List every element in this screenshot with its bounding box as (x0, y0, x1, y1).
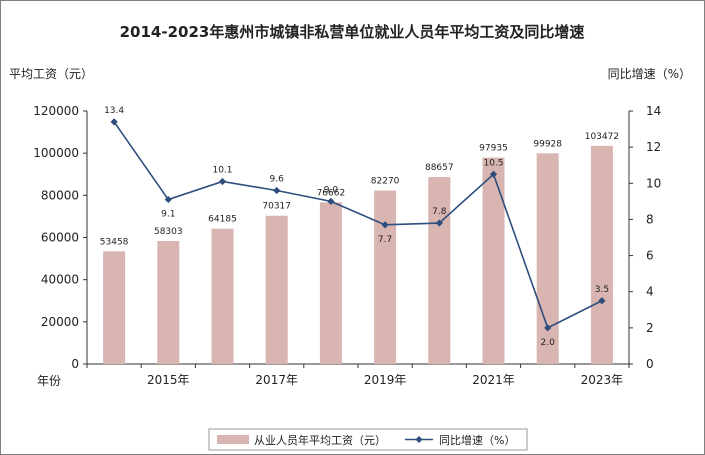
right-tick-label: 12 (646, 140, 661, 154)
right-tick-label: 14 (646, 104, 661, 118)
bar (103, 251, 126, 364)
chart-title: 2014-2023年惠州市城镇非私营单位就业人员年平均工资及同比增速 (120, 23, 585, 41)
bar (590, 145, 613, 364)
left-tick-label: 40000 (41, 273, 79, 287)
bar-value-label: 64185 (208, 215, 237, 225)
left-tick-label: 0 (71, 357, 79, 371)
legend-bar-label: 从业人员年平均工资（元） (254, 433, 386, 447)
growth-point (110, 118, 118, 126)
legend-box (208, 428, 528, 451)
growth-value-label: 9.1 (161, 210, 175, 220)
x-tick-label: 2019年 (364, 373, 407, 387)
legend-bar-swatch (217, 435, 249, 444)
growth-point (598, 297, 606, 305)
legend: 从业人员年平均工资（元） 同比增速（%） (208, 428, 528, 451)
left-tick-label: 120000 (33, 104, 79, 118)
right-axis-title: 同比增速（%） (608, 67, 691, 81)
growth-value-label: 3.5 (595, 285, 609, 295)
bar (428, 177, 451, 364)
bar-value-label: 99928 (533, 139, 562, 149)
right-tick-label: 8 (646, 212, 654, 226)
left-tick-label: 60000 (41, 231, 79, 245)
left-tick-label: 20000 (41, 315, 79, 329)
bar (211, 228, 234, 364)
right-tick-label: 10 (646, 176, 661, 190)
bar (157, 241, 180, 364)
growth-value-label: 10.1 (212, 165, 232, 175)
bar-value-label: 103472 (585, 132, 619, 142)
growth-value-label: 7.7 (378, 235, 392, 245)
growth-value-label: 9.6 (270, 175, 285, 185)
right-tick-label: 6 (646, 249, 654, 263)
x-tick-label: 2017年 (255, 373, 298, 387)
bar (374, 190, 397, 364)
growth-point (435, 219, 443, 227)
growth-point (218, 177, 227, 186)
x-tick-label: 2021年 (472, 373, 515, 387)
bar-value-label: 88657 (425, 163, 454, 173)
bar-value-label: 97935 (479, 144, 508, 154)
left-tick-label: 100000 (33, 146, 79, 160)
growth-line (113, 121, 603, 329)
growth-value-label: 7.8 (432, 207, 447, 217)
x-axis-title: 年份 (37, 374, 61, 388)
bar (319, 202, 342, 364)
left-tick-label: 80000 (41, 188, 79, 202)
growth-value-label: 2.0 (541, 338, 556, 348)
growth-point (327, 197, 335, 205)
growth-point (164, 195, 172, 204)
bar-value-label: 70317 (262, 202, 291, 212)
plot-layer: 0 20000 40000 60000 80000 100000 120000 0 2 4 6 8 10… (33, 104, 661, 387)
growth-value-label: 10.5 (483, 158, 503, 168)
right-tick-label: 2 (646, 321, 654, 335)
growth-point (544, 324, 552, 332)
right-tick-label: 4 (646, 285, 654, 299)
left-axis-title: 平均工资（元） (9, 67, 93, 81)
right-tick-label: 0 (646, 357, 654, 371)
bar (265, 215, 288, 364)
bar-value-label: 58303 (154, 227, 183, 237)
growth-point (381, 221, 389, 229)
growth-point (273, 186, 281, 195)
growth-point (489, 170, 498, 178)
x-tick-label: 2023年 (581, 373, 624, 387)
bar (536, 153, 559, 364)
bar-value-label: 76662 (317, 188, 346, 198)
legend-line-label: 同比增速（%） (439, 433, 515, 447)
bar-value-label: 82270 (371, 177, 400, 187)
legend-line-marker (415, 436, 423, 443)
x-tick-label: 2015年 (147, 373, 190, 387)
growth-value-label: 13.4 (104, 106, 124, 116)
bar (482, 157, 505, 364)
bar-value-label: 53458 (100, 237, 129, 247)
growth-value-label: 9.0 (324, 185, 339, 195)
